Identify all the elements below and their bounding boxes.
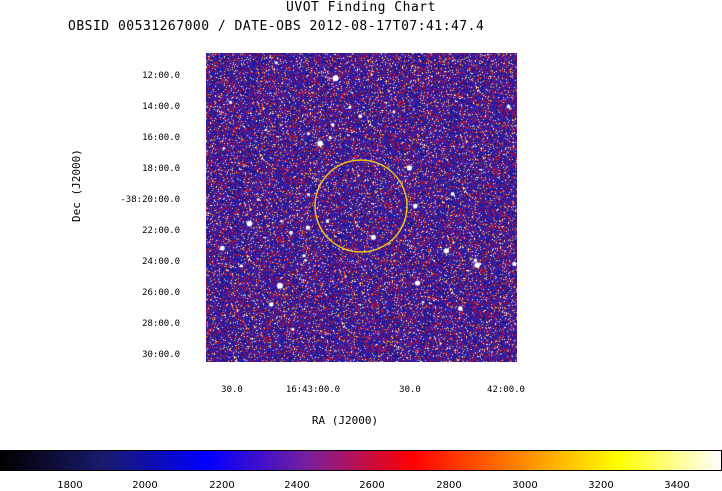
ra-axis-label: RA (J2000)	[311, 414, 379, 427]
sky-image-canvas	[206, 53, 517, 362]
colorbar-tick-label: 2000	[132, 480, 158, 491]
colorbar-tick-label: 1800	[57, 480, 83, 491]
ra-tick-label: 30.0	[221, 385, 243, 395]
colorbar	[0, 450, 722, 471]
colorbar-tick-label: 3000	[512, 480, 538, 491]
colorbar-tick-label: 2800	[436, 480, 462, 491]
ra-tick-label: 42:00.0	[487, 385, 525, 395]
dec-tick-label: 14:00.0	[142, 102, 180, 112]
dec-tick-label: 12:00.0	[142, 71, 180, 81]
dec-tick-label: 28:00.0	[142, 319, 180, 329]
dec-tick-label: -38:20:00.0	[120, 195, 180, 205]
colorbar-tick-label: 2600	[359, 480, 385, 491]
dec-tick-label: 24:00.0	[142, 257, 180, 267]
dec-axis-label: Dec (J2000)	[70, 149, 83, 222]
ra-tick-label: 30.0	[399, 385, 421, 395]
dec-tick-label: 26:00.0	[142, 288, 180, 298]
dec-tick-label: 30:00.0	[142, 350, 180, 360]
colorbar-tick-label: 3400	[664, 480, 690, 491]
colorbar-tick-label: 2200	[209, 480, 235, 491]
sky-image[interactable]	[206, 53, 517, 362]
chart-subtitle: OBSID 00531267000 / DATE-OBS 2012-08-17T…	[68, 19, 485, 34]
ra-axis-label-row: RA (J2000)	[0, 414, 722, 427]
colorbar-tick-label: 2400	[284, 480, 310, 491]
dec-tick-label: 18:00.0	[142, 164, 180, 174]
chart-title: UVOT Finding Chart	[286, 0, 436, 15]
dec-tick-label: 22:00.0	[142, 226, 180, 236]
ra-tick-label: 16:43:00.0	[285, 385, 341, 395]
colorbar-tick-label: 3200	[588, 480, 614, 491]
dec-tick-label: 16:00.0	[142, 133, 180, 143]
